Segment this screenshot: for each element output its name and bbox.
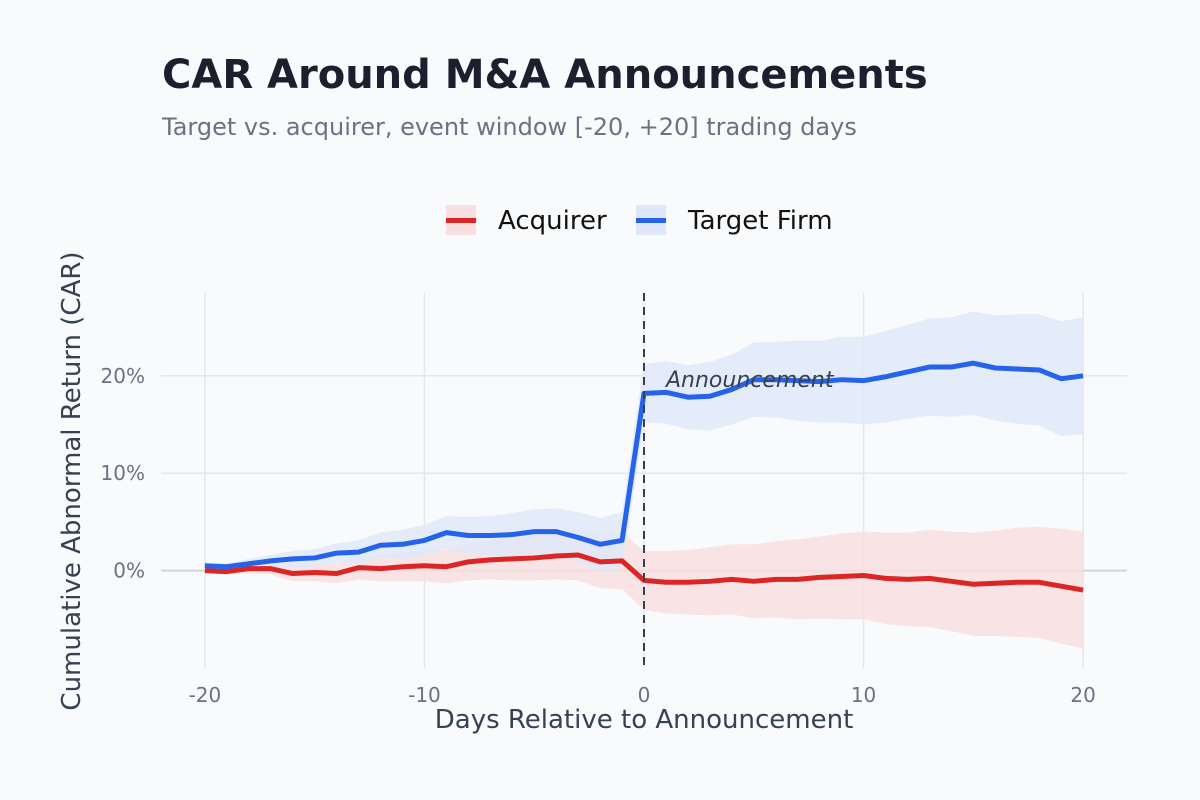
y-tick-label: 20% <box>101 364 145 388</box>
legend-swatch-target-line <box>636 218 666 223</box>
ci-band-1 <box>204 311 1084 571</box>
chart-subtitle: Target vs. acquirer, event window [-20, … <box>162 113 857 141</box>
legend-label-acquirer: Acquirer <box>498 206 607 236</box>
legend-label-target: Target Firm <box>687 206 833 236</box>
x-tick-label: 20 <box>1070 683 1095 707</box>
legend: Acquirer Target Firm <box>446 205 833 236</box>
announcement-annotation: Announcement <box>664 368 835 393</box>
chart-title: CAR Around M&A Announcements <box>162 52 928 98</box>
y-tick-label: 0% <box>113 559 145 583</box>
x-tick-label: 10 <box>851 683 876 707</box>
x-tick-label: -20 <box>189 683 222 707</box>
legend-swatch-acquirer-line <box>446 218 476 223</box>
x-axis-title: Days Relative to Announcement <box>435 705 854 735</box>
y-tick-label: 10% <box>101 461 145 485</box>
x-tick-label: -10 <box>408 683 441 707</box>
x-tick-label: 0 <box>638 683 651 707</box>
y-axis-title: Cumulative Abnormal Return (CAR) <box>57 251 87 710</box>
